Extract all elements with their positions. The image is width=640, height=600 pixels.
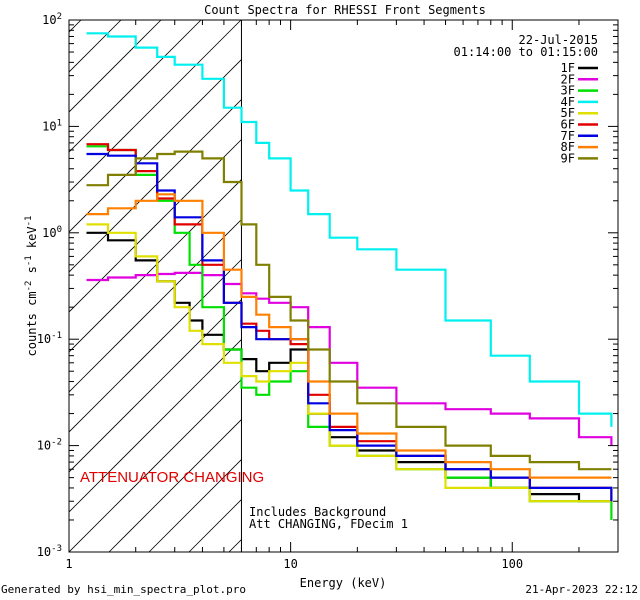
series-3F [86,145,613,520]
y-axis-label: counts cm-2 s-1 keV-1 [24,216,39,357]
x-tick-label: 1 [65,557,72,571]
footer-date: 21-Apr-2023 22:12 [525,583,638,596]
legend-label-6F: 6F [561,118,575,132]
date-label: 22-Jul-2015 [519,33,598,47]
legend-label-4F: 4F [561,95,575,109]
chart-title: Count Spectra for RHESSI Front Segments [204,3,486,17]
legend-label-2F: 2F [561,72,575,86]
hatch-line [69,20,242,193]
series-4F [86,32,613,427]
legend-label-3F: 3F [561,84,575,98]
x-tick-label: 10 [283,557,297,571]
series-5F [86,223,612,503]
annotation-background: Includes Background [249,505,386,519]
attenuator-hatch-region [69,20,618,552]
attenuator-changing-label: ATTENUATOR CHANGING [80,469,264,486]
series-9F [86,150,612,471]
axis-ticks [68,20,619,553]
legend-label-8F: 8F [561,140,575,154]
footer-generated-by: Generated by hsi_min_spectra_plot.pro [1,583,247,596]
hatch-line [69,20,202,153]
legend-label-1F: 1F [561,61,575,75]
hatch-line [69,20,282,233]
legend-label-5F: 5F [561,106,575,120]
time-range-label: 01:14:00 to 01:15:00 [454,45,599,59]
x-tick-label: 100 [501,557,523,571]
series-7F [86,152,613,502]
series-8F [86,193,612,479]
hatch-mask [241,20,618,552]
x-axis-label: Energy (keV) [300,576,387,590]
legend-label-9F: 9F [561,151,575,165]
series-lines [86,32,613,520]
hatch-line [69,20,162,113]
plot-frame [68,19,619,553]
annotation-attenuator: Att CHANGING, FDecim 1 [249,517,408,531]
legend-label-7F: 7F [561,129,575,143]
